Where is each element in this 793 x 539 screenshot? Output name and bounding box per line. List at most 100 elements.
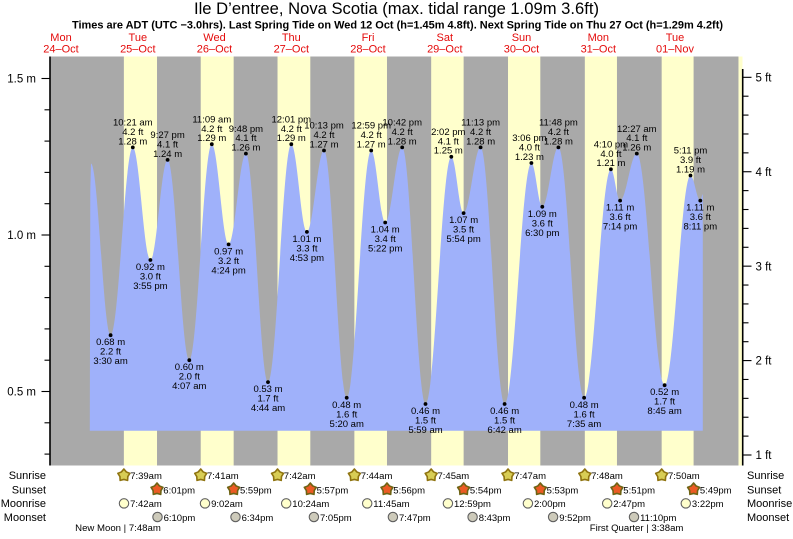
svg-text:2:02 pm: 2:02 pm <box>431 127 465 138</box>
svg-text:Sunrise: Sunrise <box>9 470 46 482</box>
svg-text:5:11 pm: 5:11 pm <box>674 146 708 157</box>
svg-text:3:30 am: 3:30 am <box>93 356 127 367</box>
svg-text:Fri: Fri <box>362 32 375 44</box>
svg-text:Moonset: Moonset <box>747 512 789 524</box>
svg-text:1.04 m: 1.04 m <box>371 225 400 236</box>
svg-text:1.09 m: 1.09 m <box>528 209 557 220</box>
svg-text:5:53pm: 5:53pm <box>547 485 579 496</box>
svg-text:5:51pm: 5:51pm <box>623 485 655 496</box>
svg-text:1.26 m: 1.26 m <box>622 143 651 154</box>
svg-text:1 ft: 1 ft <box>756 450 773 462</box>
svg-text:7:35 am: 7:35 am <box>567 419 601 430</box>
svg-text:9:02am: 9:02am <box>211 499 243 510</box>
svg-text:4.2 ft: 4.2 ft <box>122 127 143 138</box>
svg-text:7:45am: 7:45am <box>438 471 470 482</box>
svg-text:0.52 m: 0.52 m <box>650 387 679 398</box>
svg-text:5:59pm: 5:59pm <box>240 485 272 496</box>
svg-text:4.2 ft: 4.2 ft <box>470 127 491 138</box>
svg-text:4.1 ft: 4.1 ft <box>626 133 647 144</box>
svg-text:4.1 ft: 4.1 ft <box>157 140 178 151</box>
svg-text:1.19 m: 1.19 m <box>676 164 705 175</box>
svg-text:11:09 am: 11:09 am <box>192 114 231 125</box>
svg-text:10:42 pm: 10:42 pm <box>382 118 422 129</box>
svg-text:10:13 pm: 10:13 pm <box>304 121 344 132</box>
svg-text:9:52pm: 9:52pm <box>559 513 591 524</box>
svg-text:0.53 m: 0.53 m <box>253 384 282 395</box>
svg-text:10:24am: 10:24am <box>292 499 329 510</box>
svg-text:11:45am: 11:45am <box>373 499 409 510</box>
svg-text:0.92 m: 0.92 m <box>136 262 165 273</box>
svg-text:12:01 pm: 12:01 pm <box>271 114 311 125</box>
svg-text:7:44am: 7:44am <box>361 471 393 482</box>
svg-text:1.29 m: 1.29 m <box>197 133 226 144</box>
svg-text:31–Oct: 31–Oct <box>581 44 616 56</box>
svg-text:3.5 ft: 3.5 ft <box>453 225 474 236</box>
svg-text:1.01 m: 1.01 m <box>292 234 321 245</box>
svg-text:25–Oct: 25–Oct <box>120 44 155 56</box>
svg-text:7:14 pm: 7:14 pm <box>603 222 637 233</box>
svg-text:1.6 ft: 1.6 ft <box>336 409 357 420</box>
svg-text:29–Oct: 29–Oct <box>427 44 462 56</box>
svg-text:01–Nov: 01–Nov <box>656 44 694 56</box>
svg-text:Sunrise: Sunrise <box>747 470 784 482</box>
svg-text:7:47am: 7:47am <box>514 471 546 482</box>
svg-text:2.0 ft: 2.0 ft <box>179 372 200 383</box>
svg-text:12:59pm: 12:59pm <box>454 499 491 510</box>
svg-text:7:47pm: 7:47pm <box>399 513 431 524</box>
svg-text:12:59 pm: 12:59 pm <box>351 121 391 132</box>
svg-text:4:24 pm: 4:24 pm <box>211 265 245 276</box>
svg-text:0.60 m: 0.60 m <box>175 362 204 373</box>
svg-text:24–Oct: 24–Oct <box>43 44 78 56</box>
svg-text:Moonset: Moonset <box>4 512 46 524</box>
svg-text:3.6 ft: 3.6 ft <box>610 212 631 223</box>
svg-text:3.9 ft: 3.9 ft <box>680 155 701 166</box>
svg-text:3.3 ft: 3.3 ft <box>296 243 317 254</box>
svg-text:1.11 m: 1.11 m <box>606 203 634 214</box>
svg-text:3.6 ft: 3.6 ft <box>532 218 553 229</box>
svg-text:5:22 pm: 5:22 pm <box>368 244 402 255</box>
svg-text:2:47pm: 2:47pm <box>613 499 645 510</box>
svg-text:1.07 m: 1.07 m <box>449 215 478 226</box>
svg-text:4.1 ft: 4.1 ft <box>235 133 256 144</box>
svg-text:3.2 ft: 3.2 ft <box>218 256 239 267</box>
svg-text:Moonrise: Moonrise <box>1 498 46 510</box>
svg-text:8:43pm: 8:43pm <box>479 513 511 524</box>
svg-text:4:44 am: 4:44 am <box>251 403 285 414</box>
svg-text:30–Oct: 30–Oct <box>504 44 539 56</box>
svg-text:7:42am: 7:42am <box>130 499 162 510</box>
svg-text:Tue: Tue <box>666 32 685 44</box>
svg-text:4:07 am: 4:07 am <box>172 381 206 392</box>
svg-text:First Quarter | 3:38am: First Quarter | 3:38am <box>590 523 684 534</box>
svg-text:1.28 m: 1.28 m <box>388 136 417 147</box>
svg-text:3.0 ft: 3.0 ft <box>140 272 161 283</box>
svg-text:27–Oct: 27–Oct <box>274 44 309 56</box>
svg-text:Sun: Sun <box>512 32 532 44</box>
svg-text:Tue: Tue <box>129 32 148 44</box>
svg-text:2.2 ft: 2.2 ft <box>100 347 121 358</box>
svg-text:6:10pm: 6:10pm <box>164 513 196 524</box>
svg-text:6:01pm: 6:01pm <box>163 485 195 496</box>
svg-text:4.2 ft: 4.2 ft <box>548 127 569 138</box>
svg-text:5:54pm: 5:54pm <box>470 485 502 496</box>
svg-text:5:54 pm: 5:54 pm <box>446 234 480 245</box>
svg-text:4.2 ft: 4.2 ft <box>201 124 222 135</box>
svg-text:0.46 m: 0.46 m <box>490 406 519 417</box>
svg-text:7:39am: 7:39am <box>130 471 162 482</box>
svg-text:11:13 pm: 11:13 pm <box>461 118 500 129</box>
svg-text:4.2 ft: 4.2 ft <box>392 127 413 138</box>
svg-text:1.5 m: 1.5 m <box>7 74 36 86</box>
svg-text:1.24 m: 1.24 m <box>153 149 182 160</box>
svg-text:Thu: Thu <box>282 32 301 44</box>
svg-text:12:27 am: 12:27 am <box>617 124 657 135</box>
svg-text:9:27 pm: 9:27 pm <box>150 130 184 141</box>
svg-text:0.48 m: 0.48 m <box>570 400 599 411</box>
svg-text:1.29 m: 1.29 m <box>277 133 306 144</box>
svg-text:4.2 ft: 4.2 ft <box>313 130 334 141</box>
svg-text:26–Oct: 26–Oct <box>197 44 232 56</box>
svg-text:Sunset: Sunset <box>12 484 46 496</box>
svg-text:1.5 ft: 1.5 ft <box>494 416 515 427</box>
svg-text:28–Oct: 28–Oct <box>350 44 385 56</box>
svg-text:6:30 pm: 6:30 pm <box>525 228 559 239</box>
svg-text:Wed: Wed <box>203 32 225 44</box>
svg-text:0.5 m: 0.5 m <box>7 387 36 399</box>
